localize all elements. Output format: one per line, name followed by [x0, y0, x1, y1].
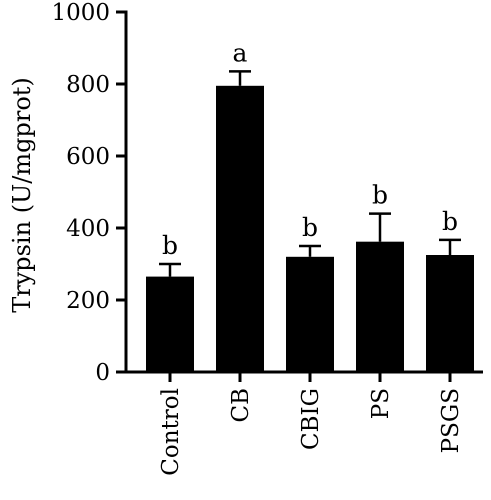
y-axis-title: Trypsin (U/mgprot): [8, 77, 36, 313]
significance-label: a: [233, 38, 248, 67]
bar: [216, 85, 264, 373]
y-tick-label: 200: [66, 288, 110, 314]
bar: [426, 255, 474, 372]
y-tick-label: 600: [66, 144, 110, 170]
x-tick-label: CB: [228, 388, 254, 423]
x-tick-label: CBIG: [298, 388, 324, 450]
significance-label: b: [302, 213, 318, 242]
bars-group: b a b b b: [146, 38, 474, 373]
y-tick-label: 1000: [51, 0, 110, 26]
significance-label: b: [162, 231, 178, 260]
x-tick-label: PS: [368, 388, 394, 419]
x-tick-label: PSGS: [438, 388, 464, 453]
significance-label: b: [442, 207, 458, 236]
x-tick-label: Control: [158, 388, 184, 476]
bar: [146, 276, 194, 372]
bar: [356, 241, 404, 372]
y-tick-label: 0: [95, 360, 110, 386]
y-tick-label: 800: [66, 72, 110, 98]
x-axis: Control CB CBIG PS PSGS: [124, 370, 483, 476]
y-axis: 0 200 400 600 800 1000: [51, 0, 128, 386]
bar: [286, 256, 334, 372]
y-axis-title-group: Trypsin (U/mgprot): [8, 77, 36, 313]
significance-label: b: [372, 181, 388, 210]
y-tick-label: 400: [66, 216, 110, 242]
